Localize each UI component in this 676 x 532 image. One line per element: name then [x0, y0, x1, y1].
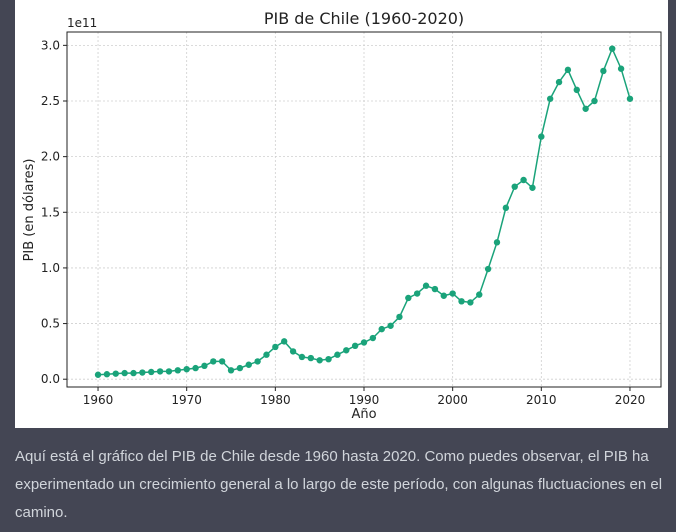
- y-tick-label: 2.0: [41, 150, 60, 164]
- chart-title: PIB de Chile (1960-2020): [264, 9, 464, 28]
- data-point-2010: [538, 133, 545, 140]
- data-point-1965: [139, 369, 146, 376]
- y-tick-label: 0.0: [41, 372, 60, 386]
- data-point-1995: [405, 294, 412, 302]
- data-point-2012: [555, 78, 563, 86]
- x-tick-label: 2010: [526, 393, 557, 407]
- data-point-1962: [112, 370, 119, 377]
- data-point-2018: [609, 45, 616, 52]
- data-point-1970: [183, 365, 190, 373]
- data-point-1971: [192, 364, 199, 372]
- data-point-1961: [103, 371, 111, 378]
- y-tick-label: 3.0: [41, 38, 60, 52]
- y-tick-label: 0.5: [41, 317, 60, 331]
- data-point-1960: [94, 371, 102, 378]
- data-point-1972: [201, 362, 208, 370]
- data-point-1963: [121, 369, 128, 377]
- x-tick-label: 1990: [349, 393, 380, 407]
- x-tick-label: 2000: [437, 393, 468, 407]
- data-point-1973: [210, 358, 217, 365]
- data-point-1981: [281, 338, 288, 345]
- data-point-2015: [582, 105, 589, 112]
- data-point-1974: [218, 358, 226, 365]
- data-point-1982: [289, 348, 297, 355]
- data-point-2004: [484, 265, 492, 273]
- data-point-2011: [546, 95, 554, 102]
- data-point-1987: [334, 351, 341, 358]
- x-tick-label: 2020: [615, 393, 646, 407]
- data-point-1990: [360, 339, 368, 346]
- x-tick-label: 1970: [171, 393, 202, 407]
- data-point-1991: [369, 334, 377, 342]
- data-point-1984: [307, 354, 315, 362]
- axis-ticks: 1960 1970 1980 1990 2000 2010 2020 0.0 0.5 1.0 1.5…: [41, 38, 645, 407]
- y-tick-label: 2.5: [41, 94, 60, 108]
- data-point-1994: [396, 313, 403, 321]
- data-point-2016: [591, 97, 598, 105]
- data-point-2005: [493, 239, 501, 246]
- data-point-1992: [378, 325, 385, 333]
- data-point-1968: [165, 368, 173, 375]
- data-point-2020: [626, 95, 634, 102]
- data-point-1980: [272, 343, 279, 351]
- y-tick-label: 1.5: [41, 205, 60, 219]
- data-point-2014: [573, 86, 580, 94]
- data-point-2003: [476, 291, 483, 298]
- data-point-1975: [227, 367, 235, 374]
- x-axis-label: Año: [351, 407, 376, 422]
- data-point-1999: [440, 292, 447, 299]
- assistant-message-text: Aquí está el gráfico del PIB de Chile de…: [15, 448, 663, 521]
- data-point-1997: [422, 282, 430, 289]
- data-point-1977: [245, 361, 252, 368]
- data-point-2009: [529, 184, 536, 191]
- data-point-2007: [511, 183, 518, 190]
- data-point-1979: [263, 351, 270, 358]
- data-point-1983: [298, 353, 306, 361]
- y-axis-label: PIB (en dólares): [22, 159, 37, 262]
- x-tick-label: 1980: [260, 393, 291, 407]
- y-tick-label: 1.0: [41, 261, 60, 275]
- series-markers: [94, 45, 634, 378]
- data-point-2017: [600, 67, 607, 75]
- gdp-line-chart: 1960 1970 1980 1990 2000 2010 2020 0.0 0.5 1.0 1.5…: [22, 9, 662, 422]
- data-point-1978: [254, 358, 261, 365]
- data-point-2000: [449, 290, 456, 297]
- chart-card: 1960 1970 1980 1990 2000 2010 2020 0.0 0.5 1.0 1.5…: [15, 0, 668, 428]
- grid: [67, 32, 661, 387]
- x-tick-label: 1960: [83, 393, 114, 407]
- data-point-1986: [325, 355, 332, 363]
- data-point-2013: [564, 66, 572, 74]
- data-point-2001: [458, 298, 465, 305]
- y-multiplier-label: 1e11: [67, 16, 97, 30]
- data-point-1966: [148, 368, 155, 376]
- data-point-1996: [413, 290, 421, 297]
- data-point-1993: [387, 322, 394, 329]
- data-point-1985: [316, 357, 323, 364]
- data-point-2002: [467, 299, 474, 306]
- data-point-1976: [236, 364, 244, 372]
- data-point-2019: [617, 65, 625, 72]
- data-point-1969: [174, 367, 182, 374]
- data-point-1998: [431, 285, 439, 293]
- data-point-1988: [343, 347, 350, 354]
- data-point-2006: [502, 204, 510, 212]
- data-point-1989: [351, 342, 359, 350]
- data-point-1967: [156, 368, 164, 375]
- data-point-2008: [520, 176, 527, 184]
- data-point-1964: [130, 369, 137, 377]
